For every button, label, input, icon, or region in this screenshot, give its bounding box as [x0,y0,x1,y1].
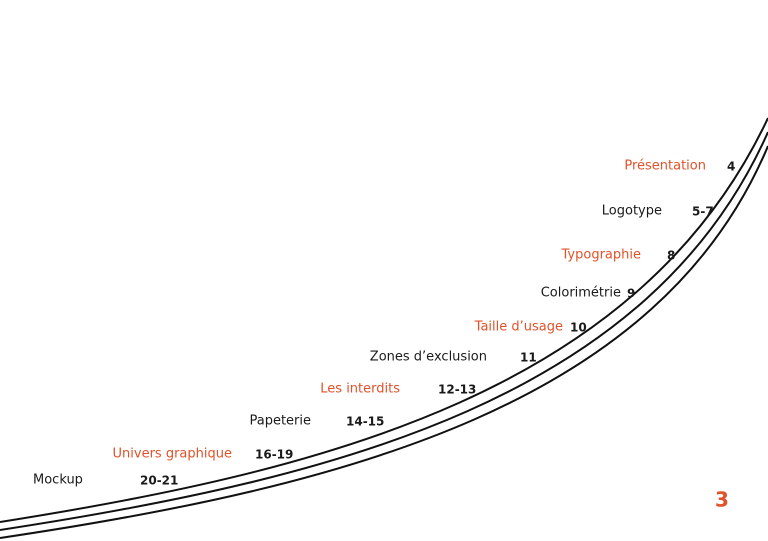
toc-label: Colorimétrie [541,286,621,301]
toc-label: Typographie [561,248,641,263]
toc-label: Logotype [602,204,662,219]
curve [0,117,768,523]
table-of-contents: Présentation 4 Logotype 5-7 Typographie 8 Colo… [33,159,735,488]
toc-label: Présentation [624,159,706,174]
decorative-curves [0,117,768,539]
toc-page: 10 [570,321,587,335]
page-number: 3 [715,488,729,512]
toc-page: 11 [520,351,537,365]
toc-label: Les interdits [320,382,400,397]
toc-page: 4 [727,160,735,174]
toc-label: Zones d’exclusion [370,350,487,365]
toc-page: 20-21 [140,474,178,488]
curve [0,131,768,531]
toc-label: Papeterie [249,414,311,429]
toc-label: Mockup [33,473,83,488]
toc-page: 16-19 [255,448,293,462]
toc-page: 14-15 [346,415,384,429]
toc-page: 9 [627,287,635,301]
toc-page: 5-7 [692,205,714,219]
curve [0,145,768,539]
toc-page: 8 [667,249,675,263]
toc-label: Taille d’usage [474,320,563,335]
toc-label: Univers graphique [113,447,232,462]
toc-page: 12-13 [438,383,476,397]
